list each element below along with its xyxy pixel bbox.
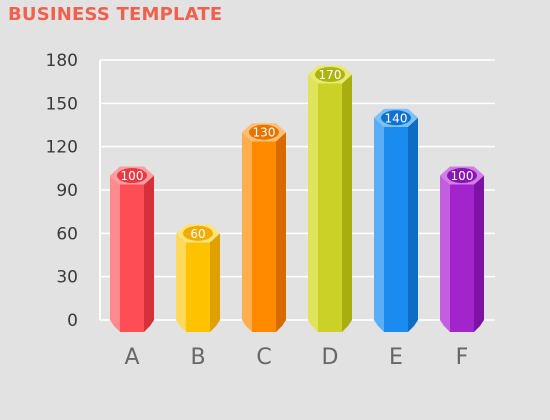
x-tick-label: F: [456, 345, 469, 370]
bars: 100 60 130 170 140 100: [110, 65, 484, 333]
bar-face-right: [474, 175, 484, 332]
bar-face-right: [408, 117, 418, 333]
x-axis: A B C D E F: [124, 345, 468, 370]
bar-E: 140: [374, 108, 418, 333]
bar-face-front: [120, 184, 144, 332]
bar-value-label: 130: [253, 126, 276, 140]
bar-face-left: [374, 117, 384, 333]
y-tick-label: 180: [46, 51, 78, 71]
chart-title: BUSINESS TEMPLATE: [8, 4, 223, 25]
bar-value-label: 100: [121, 169, 144, 183]
x-tick-label: A: [124, 345, 139, 370]
bar-value-label: 170: [319, 68, 342, 82]
y-tick-label: 90: [56, 181, 78, 201]
y-tick-label: 150: [46, 94, 78, 114]
bar-face-left: [308, 74, 318, 332]
bar-face-right: [276, 132, 286, 332]
bar-value-badge: [447, 168, 477, 184]
bar-value-label: 60: [190, 227, 205, 241]
bar-F: 100: [440, 166, 484, 332]
bar-face-front: [186, 242, 210, 332]
bar-D: 170: [308, 65, 352, 332]
bar-value-badge: [183, 225, 213, 241]
x-tick-label: B: [190, 345, 205, 370]
y-tick-label: 60: [56, 224, 78, 244]
bar-value-badge: [249, 124, 279, 140]
grid-lines: [99, 59, 495, 321]
bar-face-right: [210, 233, 220, 332]
bar-face-front: [252, 141, 276, 332]
y-tick-label: 120: [46, 138, 78, 158]
bar-value-badge: [315, 66, 345, 82]
bar-value-label: 140: [385, 111, 408, 125]
bar-face-front: [318, 83, 342, 332]
bar-face-right: [342, 74, 352, 332]
y-tick-label: 0: [67, 311, 78, 331]
bar-value-badge: [117, 168, 147, 184]
bar-face-left: [176, 233, 186, 332]
bar-face-left: [440, 175, 450, 332]
bar-face-left: [242, 132, 252, 332]
bar-A: 100: [110, 166, 154, 332]
bar-value-badge: [381, 110, 411, 126]
x-tick-label: D: [322, 345, 339, 370]
x-tick-label: C: [256, 345, 271, 370]
bar-B: 60: [176, 224, 220, 332]
y-tick-label: 30: [56, 268, 78, 288]
bar-face-front: [450, 184, 474, 332]
y-axis: 0 30 60 90 120 150 180: [46, 51, 78, 331]
bar-face-right: [144, 175, 154, 332]
x-tick-label: E: [389, 345, 403, 370]
bar-face-left: [110, 175, 120, 332]
bar-value-label: 100: [451, 169, 474, 183]
bar-C: 130: [242, 123, 286, 332]
bar-face-front: [384, 126, 408, 333]
